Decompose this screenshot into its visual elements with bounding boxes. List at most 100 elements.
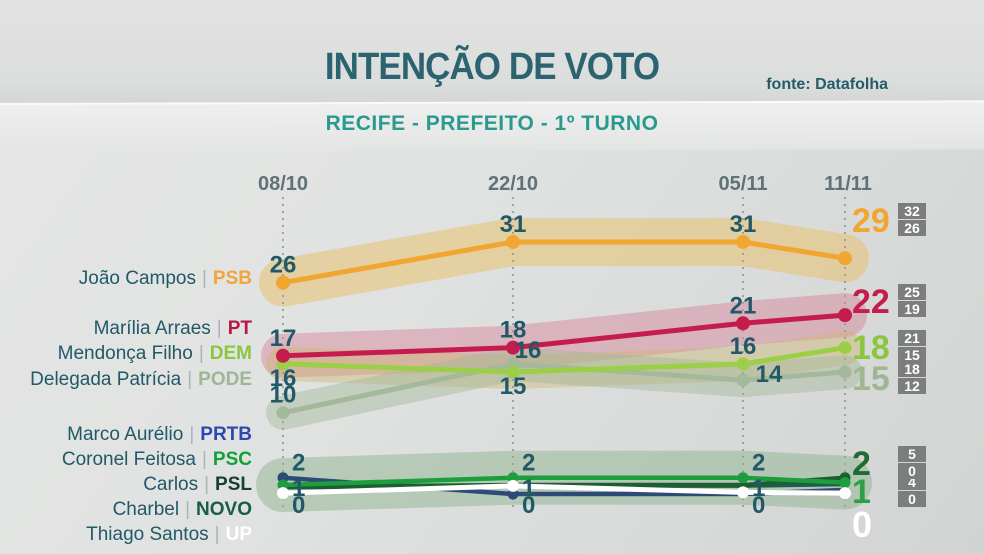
point-label-DEM-08/10: 16 — [270, 365, 297, 392]
range-box-DEM-low — [898, 347, 926, 363]
point-dot-DEM-11/11 — [838, 341, 852, 355]
range-box-PSC-low — [898, 491, 926, 507]
bottom-label-2-08/10: 2 — [292, 450, 305, 477]
range-value-PSB-high: 32 — [904, 203, 920, 219]
final-value-PT: 22 — [852, 283, 890, 321]
final-value-PSC: 1 — [852, 473, 871, 511]
x-axis-label-11/11: 11/11 — [824, 173, 872, 195]
point-label-PSB-05/11: 31 — [730, 211, 757, 238]
point-dot-UP-08/10 — [277, 487, 289, 500]
point-dot-PT-11/11 — [838, 308, 852, 323]
range-box-PSL-high — [898, 446, 926, 462]
range-value-PSL-high: 5 — [908, 446, 916, 462]
separator: | — [214, 524, 220, 545]
x-axis-label-22/10: 22/10 — [488, 173, 538, 195]
party-tag-PSL: PSL — [215, 474, 252, 495]
point-dot-PT-05/11 — [736, 316, 750, 331]
range-box-PSB-high — [898, 203, 926, 219]
range-value-PODE-low: 12 — [904, 378, 920, 394]
party-tag-PSC: PSC — [212, 449, 252, 470]
point-dot-DEM-22/10 — [506, 365, 520, 379]
range-value-PSB-low: 26 — [904, 220, 920, 236]
range-value-PSL-low: 0 — [908, 463, 916, 479]
separator: | — [216, 318, 222, 339]
candidate-row-PSL: Carlos | PSL — [0, 474, 252, 500]
range-box-PT-high — [898, 284, 926, 300]
separator: | — [201, 268, 207, 289]
point-dot-PT-22/10 — [506, 340, 520, 355]
separator: | — [198, 343, 204, 364]
bottom-label-1-05/11: 1 — [752, 475, 765, 502]
party-tag-PT: PT — [227, 318, 252, 339]
candidate-row-PSB: João Campos | PSB — [0, 268, 252, 294]
bottom-label-0-22/10: 0 — [522, 492, 535, 519]
candidate-name: Marília Arraes — [93, 318, 211, 339]
candidate-row-NOVO: Charbel | NOVO — [0, 499, 252, 525]
point-dot-PT-08/10 — [276, 348, 290, 363]
range-value-PSC-high: 4 — [908, 474, 916, 490]
header-band — [0, 0, 984, 103]
candidate-name: Charbel — [112, 499, 180, 520]
candidate-name: Carlos — [143, 474, 199, 495]
candidate-row-PSC: Coronel Feitosa | PSC — [0, 449, 252, 475]
separator: | — [185, 499, 191, 520]
point-dot-PODE-08/10 — [276, 406, 290, 420]
final-value-PSL: 2 — [852, 445, 871, 483]
party-tag-NOVO: NOVO — [196, 499, 252, 520]
separator: | — [204, 474, 210, 495]
range-box-PODE-low — [898, 378, 926, 394]
final-value-PODE: 15 — [852, 360, 890, 398]
point-dot-DEM-05/11 — [736, 357, 750, 371]
series-DEM-line — [280, 345, 848, 375]
bottom-label-2-05/11: 2 — [752, 450, 765, 477]
point-dot-PODE-11/11 — [838, 365, 852, 379]
range-box-DEM-high — [898, 330, 926, 346]
point-label-PT-22/10: 18 — [500, 317, 527, 344]
series-UP-line — [280, 483, 848, 496]
x-axis-label-05/11: 05/11 — [719, 173, 768, 195]
candidate-row-PODE: Delegada Patrícia | PODE — [0, 369, 252, 395]
bottom-label-0-08/10: 0 — [292, 492, 305, 519]
range-value-PT-low: 19 — [904, 301, 920, 317]
range-value-DEM-low: 15 — [904, 347, 920, 363]
point-label-DEM-05/11: 16 — [730, 333, 757, 360]
point-dot-PSB-05/11 — [736, 234, 750, 249]
candidate-row-PT: Marília Arraes | PT — [0, 318, 252, 344]
bottom-label-1-08/10: 1 — [292, 475, 305, 502]
point-dot-PSC-22/10 — [507, 472, 519, 484]
separator: | — [187, 369, 193, 390]
page-title: INTENÇÃO DE VOTO — [324, 46, 660, 88]
x-axis-label-08/10: 08/10 — [258, 173, 308, 195]
point-dot-UP-11/11 — [839, 487, 851, 500]
point-label-PT-08/10: 17 — [270, 325, 297, 352]
point-label-PT-05/11: 21 — [730, 292, 757, 319]
point-label-PODE-08/10: 10 — [270, 382, 297, 409]
point-dot-UP-05/11 — [737, 486, 749, 499]
candidate-name: Thiago Santos — [86, 524, 209, 545]
candidate-name: João Campos — [78, 268, 196, 289]
point-dot-PSB-08/10 — [276, 275, 290, 290]
point-label-DEM-22/10: 15 — [500, 373, 527, 400]
separator: | — [189, 424, 195, 445]
range-box-PODE-high — [898, 361, 926, 377]
candidate-row-UP: Thiago Santos | UP — [0, 524, 252, 550]
party-tag-PSB: PSB — [212, 268, 252, 289]
separator: | — [201, 449, 207, 470]
range-value-PT-high: 25 — [904, 284, 920, 300]
candidate-name: Coronel Feitosa — [61, 449, 196, 470]
range-box-PSL-low — [898, 463, 926, 479]
range-value-DEM-high: 21 — [904, 330, 920, 346]
final-value-PSB: 29 — [852, 202, 890, 240]
point-label-PODE-22/10: 16 — [515, 337, 542, 364]
series-PODE-line — [280, 361, 848, 416]
party-tag-PRTB: PRTB — [200, 424, 252, 445]
range-box-PSB-low — [898, 220, 926, 236]
range-box-PT-low — [898, 301, 926, 317]
series-PSB-halo — [259, 217, 869, 307]
series-PT-line — [280, 312, 848, 359]
party-tag-PODE: PODE — [198, 369, 252, 390]
candidate-row-PRTB: Marco Aurélio | PRTB — [0, 424, 252, 450]
party-tag-UP: UP — [225, 524, 252, 545]
range-value-PODE-high: 18 — [904, 361, 920, 377]
